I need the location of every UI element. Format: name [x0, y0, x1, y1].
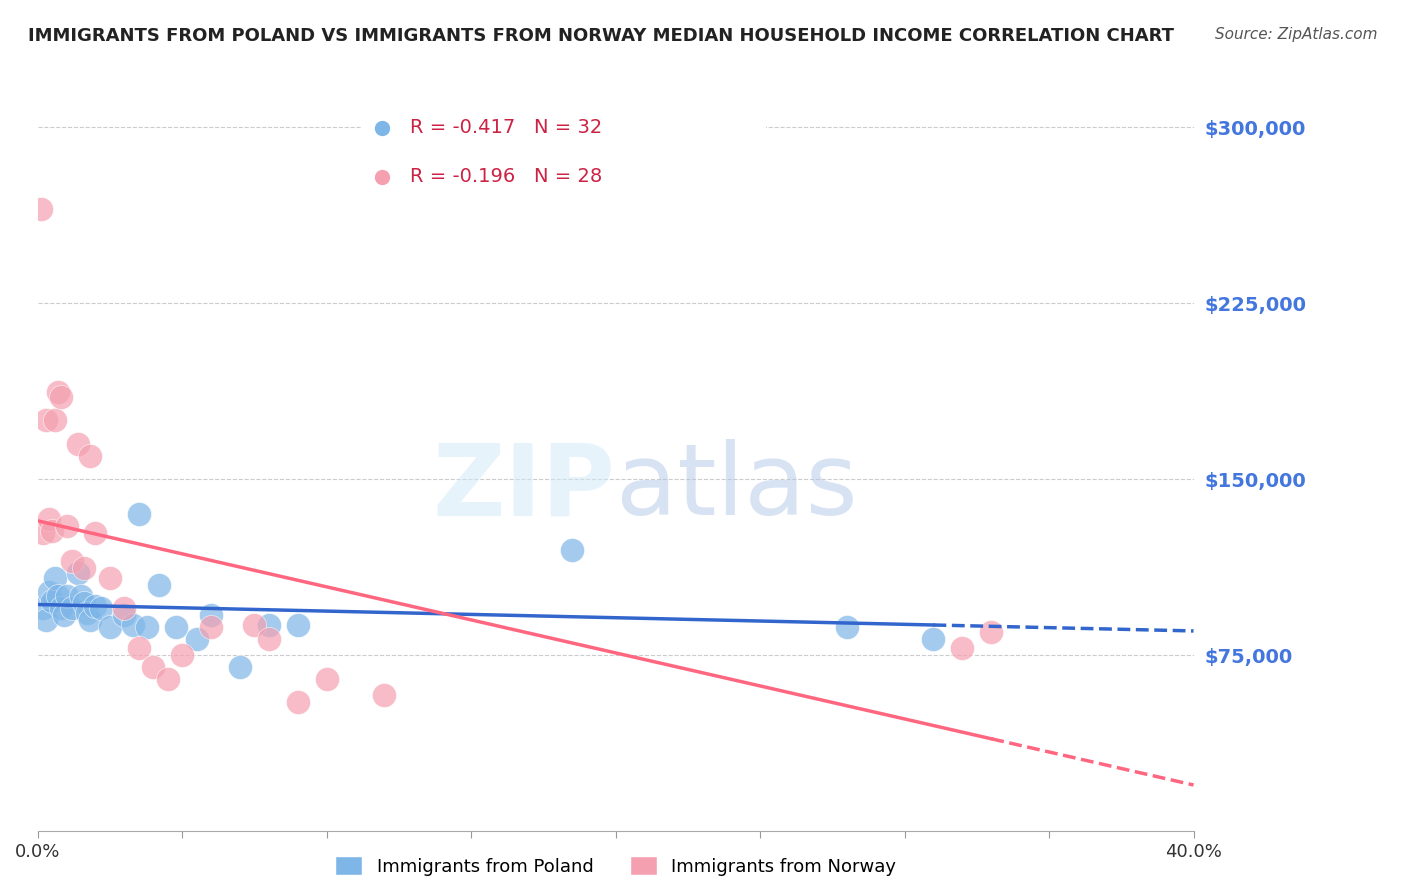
Immigrants from Poland: [76, 606, 98, 620]
Immigrants from Poland: [200, 608, 222, 623]
Immigrants from Poland: [52, 608, 75, 623]
Immigrants from Poland: [257, 617, 280, 632]
Immigrants from Norway: [112, 601, 135, 615]
Immigrants from Poland: [561, 542, 583, 557]
Immigrants from Norway: [156, 672, 179, 686]
Immigrants from Poland: [84, 599, 107, 613]
Immigrants from Norway: [44, 413, 66, 427]
Immigrants from Norway: [38, 512, 60, 526]
Immigrants from Poland: [32, 601, 55, 615]
Immigrants from Norway: [41, 524, 63, 538]
Immigrants from Poland: [90, 601, 112, 615]
Text: ZIP: ZIP: [433, 440, 616, 536]
Immigrants from Norway: [30, 202, 52, 217]
Immigrants from Poland: [38, 584, 60, 599]
Immigrants from Poland: [44, 571, 66, 585]
Text: atlas: atlas: [616, 440, 858, 536]
Immigrants from Norway: [73, 561, 96, 575]
Text: Source: ZipAtlas.com: Source: ZipAtlas.com: [1215, 27, 1378, 42]
Immigrants from Poland: [165, 620, 187, 634]
Immigrants from Poland: [49, 601, 72, 615]
Immigrants from Poland: [46, 590, 69, 604]
Immigrants from Norway: [373, 688, 395, 702]
Immigrants from Norway: [128, 641, 150, 656]
Immigrants from Norway: [46, 385, 69, 400]
Immigrants from Poland: [60, 601, 83, 615]
Immigrants from Norway: [315, 672, 337, 686]
Immigrants from Poland: [41, 594, 63, 608]
Immigrants from Poland: [55, 590, 77, 604]
Immigrants from Poland: [136, 620, 159, 634]
Immigrants from Norway: [950, 641, 973, 656]
Immigrants from Norway: [257, 632, 280, 646]
Immigrants from Poland: [229, 660, 252, 674]
Text: IMMIGRANTS FROM POLAND VS IMMIGRANTS FROM NORWAY MEDIAN HOUSEHOLD INCOME CORRELA: IMMIGRANTS FROM POLAND VS IMMIGRANTS FRO…: [28, 27, 1174, 45]
Immigrants from Norway: [32, 526, 55, 541]
Immigrants from Poland: [73, 597, 96, 611]
Immigrants from Norway: [67, 437, 90, 451]
Immigrants from Norway: [200, 620, 222, 634]
Immigrants from Poland: [70, 590, 93, 604]
Immigrants from Poland: [287, 617, 309, 632]
Immigrants from Norway: [98, 571, 121, 585]
Immigrants from Poland: [922, 632, 945, 646]
Immigrants from Poland: [67, 566, 90, 580]
Immigrants from Norway: [35, 413, 58, 427]
Immigrants from Norway: [84, 526, 107, 541]
Immigrants from Poland: [122, 617, 145, 632]
Immigrants from Norway: [49, 390, 72, 404]
Immigrants from Poland: [35, 613, 58, 627]
Immigrants from Poland: [186, 632, 208, 646]
Immigrants from Norway: [142, 660, 165, 674]
Immigrants from Norway: [172, 648, 194, 662]
Immigrants from Norway: [243, 617, 266, 632]
Immigrants from Norway: [980, 624, 1002, 639]
Legend: Immigrants from Poland, Immigrants from Norway: Immigrants from Poland, Immigrants from …: [328, 849, 903, 883]
Immigrants from Poland: [128, 508, 150, 522]
Immigrants from Norway: [55, 519, 77, 533]
Immigrants from Norway: [287, 695, 309, 709]
Immigrants from Poland: [112, 608, 135, 623]
Immigrants from Poland: [98, 620, 121, 634]
Immigrants from Poland: [835, 620, 858, 634]
Immigrants from Poland: [148, 578, 170, 592]
Immigrants from Norway: [79, 449, 101, 463]
Immigrants from Poland: [79, 613, 101, 627]
Immigrants from Norway: [60, 554, 83, 568]
